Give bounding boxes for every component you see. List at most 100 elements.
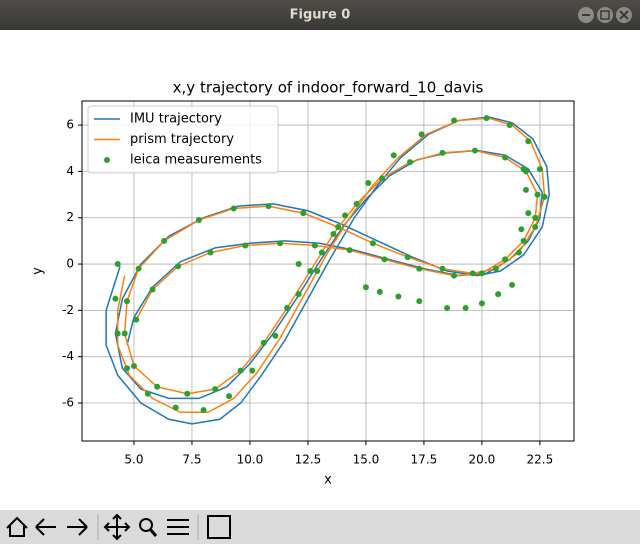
x-tick-label: 10.0 [237,453,264,467]
measurement-point [195,217,202,224]
measurement-point [439,149,446,156]
measurement-point [502,256,509,263]
measurement-point [295,291,302,298]
measurement-point [346,247,353,254]
measurement-point [369,240,376,247]
legend-box [87,105,279,174]
x-tick-label: 17.5 [411,453,438,467]
pan-button[interactable] [103,513,131,541]
measurement-point [133,316,140,323]
measurement-point [495,291,502,298]
measurement-point [520,166,527,173]
measurement-point [265,203,272,210]
forward-button[interactable] [67,518,88,536]
y-tick-label: 4 [66,164,74,178]
plot-frame [81,100,575,442]
measurement-point [318,249,325,256]
measurement-point [379,175,386,182]
x-tick-label: 7.5 [182,453,201,467]
measurement-point [114,330,121,337]
y-tick-label: -2 [62,303,74,317]
x-tick-label: 22.5 [527,453,554,467]
measurement-point [534,191,541,198]
trajectory-line [105,116,550,425]
y-tick-label: -6 [62,396,74,410]
measurement-point [439,265,446,272]
measurement-point [502,154,509,161]
measurement-point [416,298,423,305]
measurement-point [407,159,413,166]
measurement-point [161,237,168,244]
window-title: Figure 0 [290,8,351,23]
measurement-point [525,210,532,217]
maximize-button[interactable] [597,7,613,23]
measurement-point [518,226,525,233]
measurement-point [469,270,476,277]
measurement-point [532,214,539,221]
legend-marker [104,157,110,163]
measurement-point [144,390,151,397]
x-tick-label: 15.0 [353,453,380,467]
measurement-point [532,223,539,230]
measurement-point [114,261,121,268]
measurement-point [418,131,425,138]
legend: IMU trajectory prism trajectory leica meas… [87,105,279,174]
measurement-point [230,205,237,212]
measurement-point [260,339,267,346]
measurement-point [124,365,131,372]
measurement-point [124,298,131,305]
measurement-point [525,138,532,145]
save-button[interactable] [207,515,231,539]
measurement-point [506,122,513,129]
measurement-point [112,295,119,302]
measurement-point [172,404,179,411]
legend-label: IMU trajectory [130,112,222,127]
measurement-point [295,261,302,268]
zoom-button[interactable] [139,518,158,537]
measurement-point [522,186,529,193]
y-tick-label: 6 [66,118,74,132]
measurement-point [509,281,516,288]
measurement-point [226,393,233,400]
measurement-point [200,406,207,413]
measurement-point [311,242,318,249]
measurement-point [284,305,291,312]
measurement-point [342,212,349,219]
configure-button[interactable] [167,519,189,535]
title-bar [0,0,640,30]
y-tick-label: -4 [62,349,74,363]
measurement-point [330,230,337,237]
measurement-point [478,270,485,277]
legend-label: leica measurements [130,153,262,168]
toolbar [0,510,640,544]
measurement-point [444,305,451,312]
measurement-point [520,237,527,244]
x-tick-label: 20.0 [469,453,496,467]
measurement-point [307,268,314,274]
measurement-point [314,268,321,274]
y-tick-label: 0 [66,257,74,271]
measurement-point [242,242,249,249]
y-axis-label: y [31,267,46,275]
measurement-point [404,254,411,261]
back-button[interactable] [35,518,56,536]
measurement-point [300,210,307,217]
measurement-point [381,256,388,263]
measurement-point [492,265,499,272]
measurement-point [541,193,548,200]
measurement-point [135,265,142,272]
measurement-point [516,249,523,256]
measurement-point [536,166,543,173]
legend-label: prism trajectory [130,132,234,147]
x-tick-label: 12.5 [295,453,322,467]
measurement-point [212,386,219,393]
home-button[interactable] [6,516,28,537]
measurement-point [277,240,284,247]
measurement-point [416,265,423,272]
trajectory-line [116,117,546,414]
measurement-point [362,284,369,291]
measurement-point [149,286,156,293]
window-controls[interactable] [578,7,632,23]
